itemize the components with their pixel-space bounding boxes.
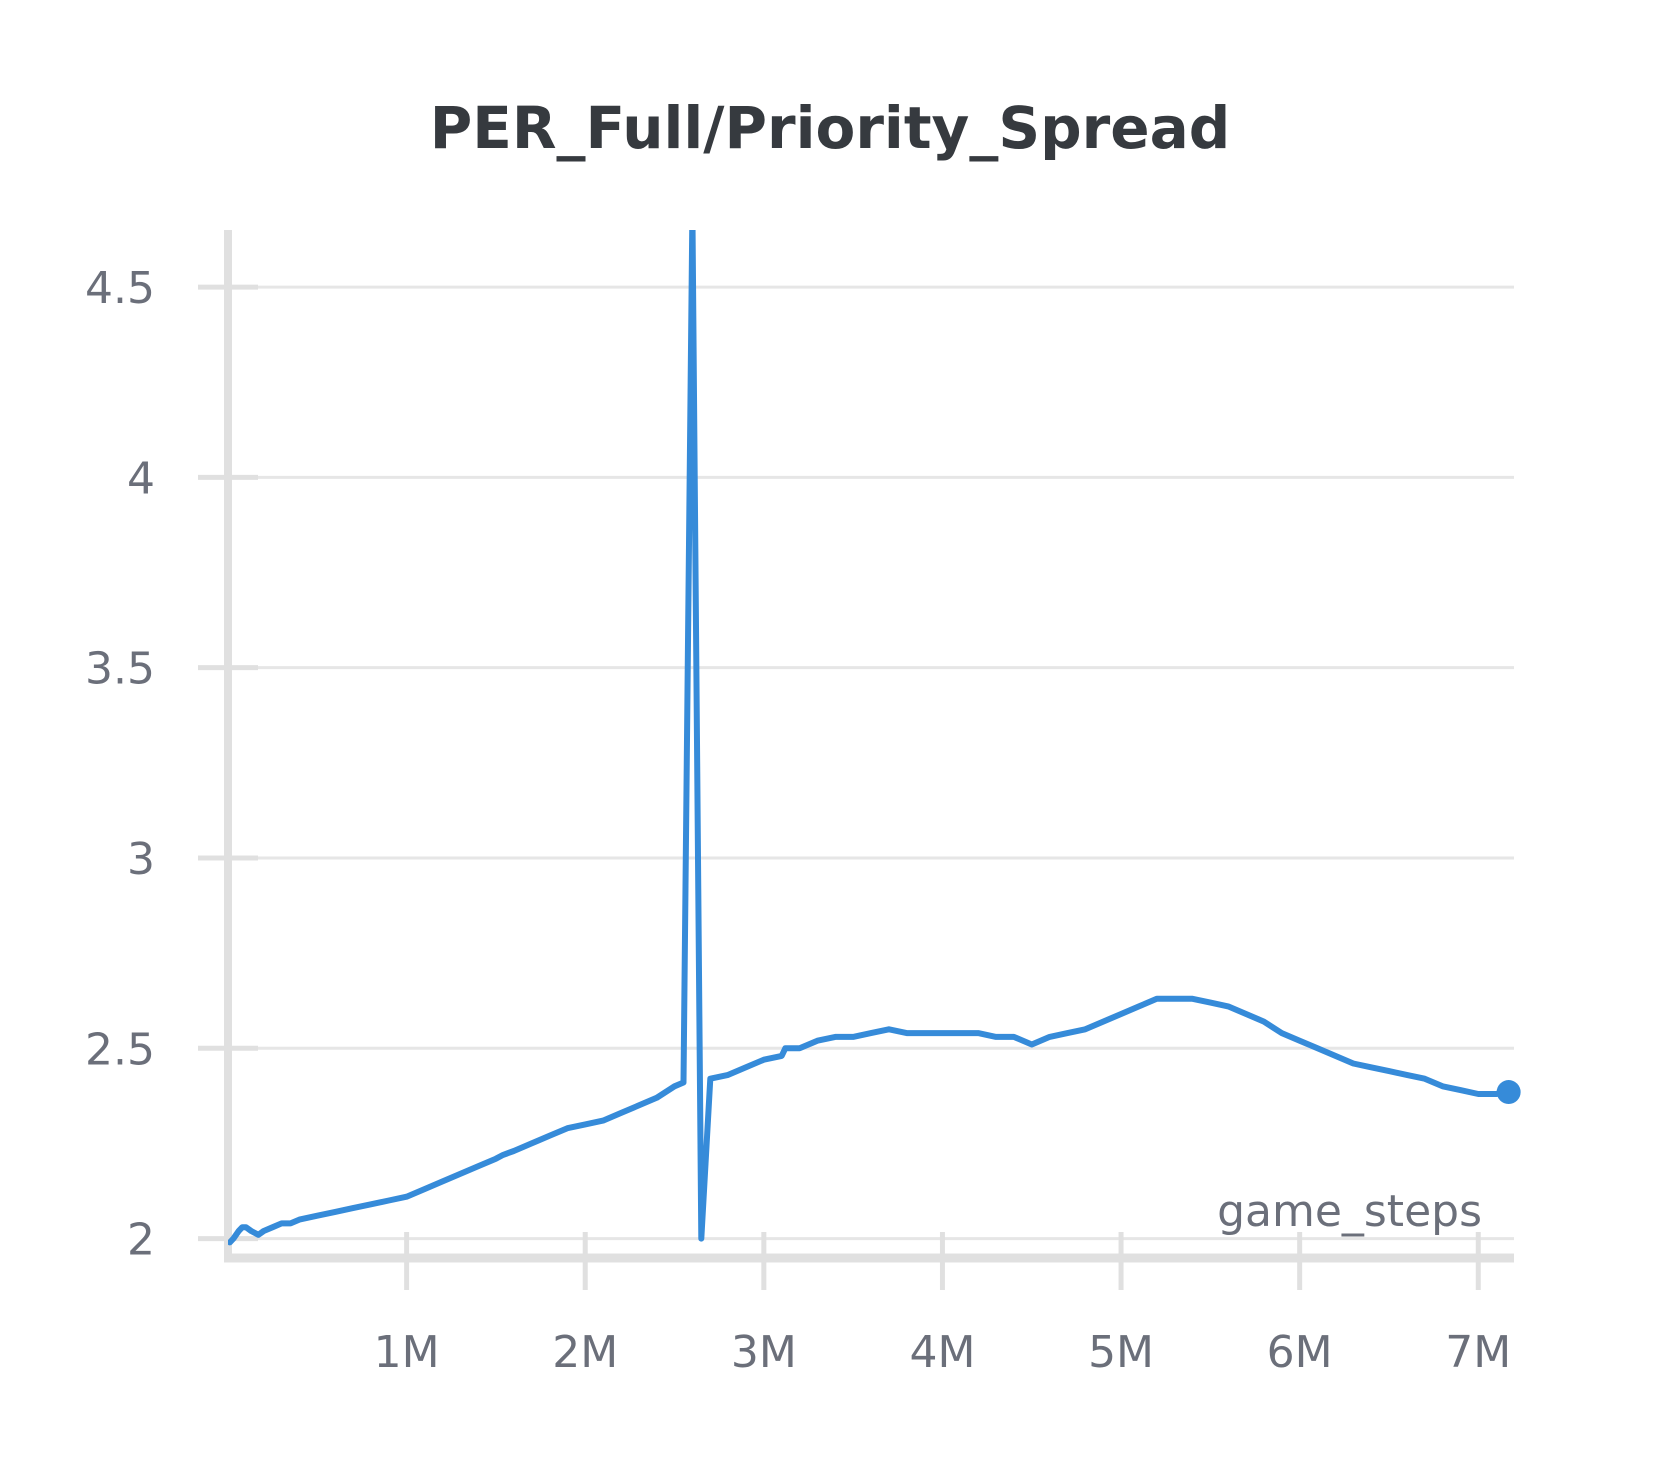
x-tick-label: 7M xyxy=(1445,1327,1511,1378)
y-tick-label: 3 xyxy=(127,834,155,885)
axis-layer: 2 2.5 3 3.5 4 4.5 1M 2M 3M 4M 5M 6M 7M xyxy=(85,230,1514,1378)
y-tick-label: 2.5 xyxy=(85,1024,155,1075)
y-tick-label: 4 xyxy=(127,453,155,504)
x-tick-label: 5M xyxy=(1088,1327,1154,1378)
x-tick-label: 4M xyxy=(909,1327,975,1378)
x-tick-label: 3M xyxy=(731,1327,797,1378)
x-tick-label: 1M xyxy=(374,1327,440,1378)
y-tick-label: 4.5 xyxy=(85,263,155,314)
y-tick-label: 3.5 xyxy=(85,644,155,695)
series-end-point xyxy=(1496,1080,1521,1105)
series-layer xyxy=(228,230,1521,1246)
x-tick-label: 2M xyxy=(552,1327,618,1378)
chart-title: PER_Full/Priority_Spread xyxy=(430,94,1231,162)
x-axis-label: game_steps xyxy=(1217,1186,1482,1237)
grid-layer xyxy=(258,285,1514,1241)
series-line xyxy=(228,230,1512,1246)
x-tick-label: 6M xyxy=(1267,1327,1333,1378)
y-tick-label: 2 xyxy=(127,1215,155,1266)
